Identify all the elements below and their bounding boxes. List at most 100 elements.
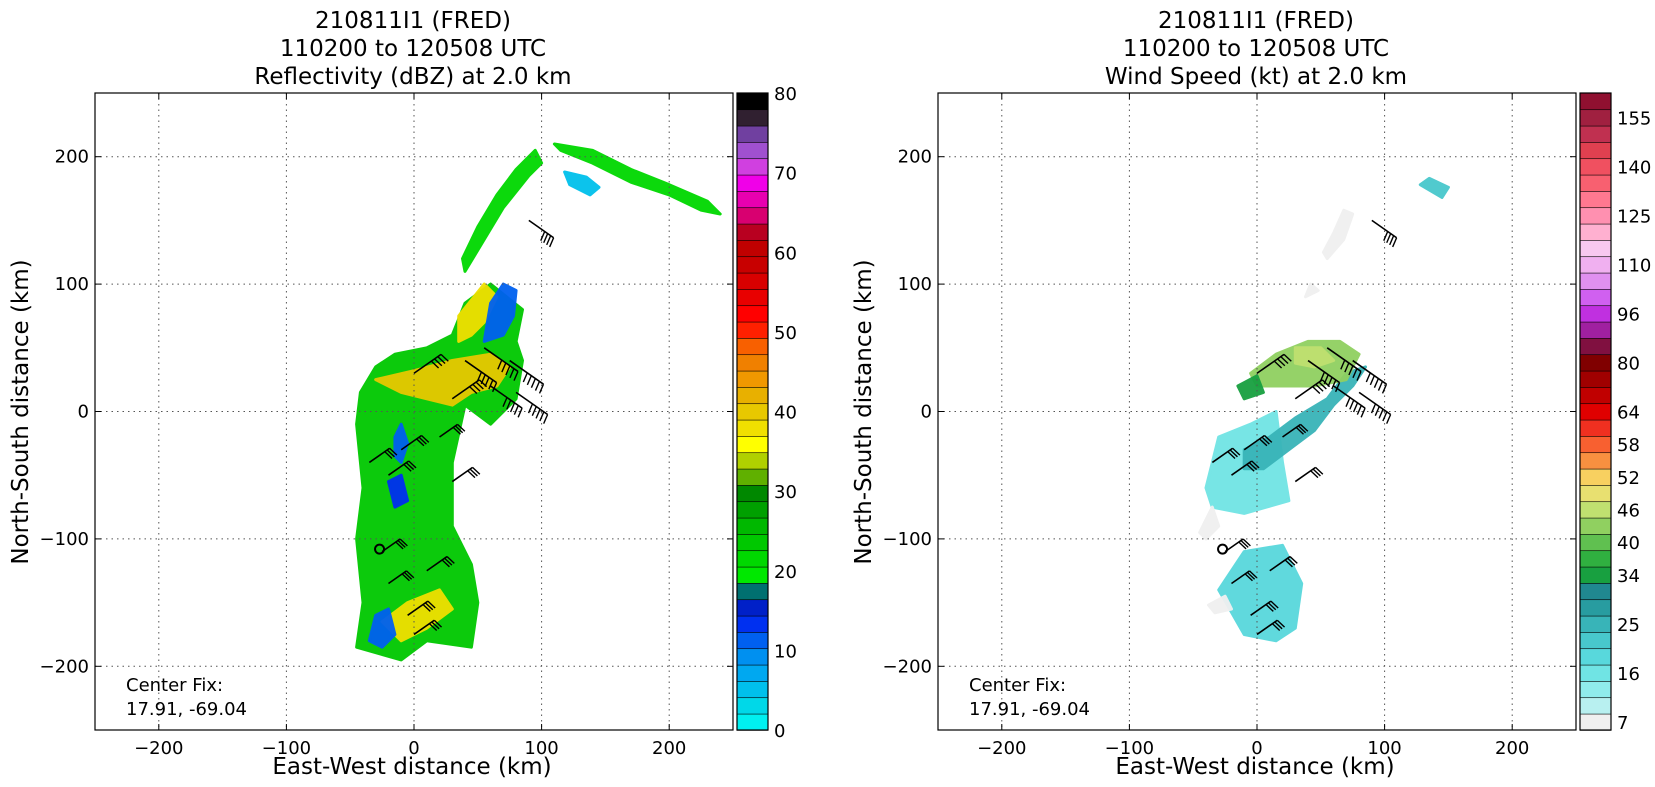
colorbar-segment: [1579, 452, 1612, 470]
x-tick-label: −100: [1105, 738, 1154, 759]
wind-barb-flag: [1348, 365, 1354, 376]
colorbar-tick-label: 46: [1617, 501, 1640, 522]
colorbar-segment: [1579, 272, 1612, 290]
echo-region: [563, 170, 601, 197]
colorbar-tick-label: 70: [774, 164, 797, 185]
wind-barb-flag: [484, 377, 490, 387]
wind-barb-flag: [434, 358, 443, 367]
wind-barb-flag: [469, 386, 478, 395]
wind-barb-flag: [1261, 436, 1270, 445]
wind-barb: [1333, 385, 1366, 409]
wind-barb-flag: [1352, 402, 1359, 413]
colorbar-segment: [1579, 713, 1612, 731]
wind-barb-flag: [1315, 383, 1324, 392]
wind-barb-flag: [403, 571, 413, 580]
wind-barb-flag: [1356, 405, 1362, 415]
wind-barb-flag: [497, 359, 503, 370]
wind-barb-flag: [1246, 463, 1255, 472]
colorbar-segment: [1579, 125, 1612, 143]
colorbar-segment: [736, 305, 769, 323]
wind-speed-panel: 210811I1 (FRED) 110200 to 120508 UTC Win…: [851, 8, 1651, 780]
colorbar-tick-label: 96: [1617, 305, 1640, 326]
echo-region: [1207, 594, 1233, 615]
wind-barb-flag: [1382, 411, 1388, 422]
colorbar-segment: [1579, 256, 1612, 274]
wind-barb-flag: [1377, 381, 1384, 391]
panel-title-line-1: 210811I1 (FRED): [315, 8, 511, 34]
colorbar-segment: [1579, 386, 1612, 405]
wind-barb-flag: [1238, 541, 1247, 550]
wind-barb: [1269, 555, 1291, 572]
x-tick-label: −100: [262, 738, 311, 759]
wind-barb-flag: [1360, 407, 1366, 418]
wind-barb-flag: [1242, 538, 1251, 547]
colorbar-tick-label: 0: [774, 721, 785, 742]
wind-barb-flag: [1392, 237, 1398, 248]
colorbar-segment: [1579, 550, 1612, 568]
wind-barb: [509, 359, 544, 385]
wind-barb-flag: [1267, 602, 1277, 611]
wind-barb-flag: [1319, 371, 1326, 382]
wind-barb-flag: [543, 233, 549, 244]
wind-barb-flag: [549, 237, 555, 248]
wind-barb-flag: [1374, 406, 1380, 416]
colorbar-segment: [736, 697, 769, 715]
center-fix-marker: [374, 543, 386, 555]
echo-region: [367, 607, 397, 649]
wind-barb-flag: [1259, 438, 1268, 447]
colorbar-segment: [736, 272, 769, 290]
wind-barb: [1231, 460, 1253, 476]
wind-barb: [1256, 353, 1285, 374]
colorbar-segment: [736, 550, 769, 568]
wind-barb: [1282, 423, 1302, 438]
colorbar-segment: [736, 158, 769, 176]
y-tick-label: 0: [921, 402, 932, 423]
wind-barb-flag: [540, 231, 546, 241]
echo-region: [1242, 365, 1367, 471]
colorbar-segment: [1579, 223, 1612, 241]
wind-barb-flag: [446, 556, 455, 564]
wind-barb: [388, 570, 407, 585]
wind-barb: [381, 538, 401, 553]
colorbar-segment: [1579, 403, 1612, 421]
wind-barb-flag: [1334, 382, 1341, 393]
colorbar-tick-label: 50: [774, 323, 797, 344]
wind-barb-flag: [1318, 381, 1327, 390]
colorbar-segment: [736, 615, 769, 633]
wind-barb-flag: [1273, 360, 1283, 369]
wind-barb-flag: [526, 375, 532, 386]
wind-barb-flag: [399, 538, 408, 547]
colorbar-segment: [1579, 141, 1612, 160]
colorbar-segment: [1579, 468, 1612, 486]
colorbar-segment: [1579, 501, 1612, 519]
wind-barb: [368, 447, 391, 464]
x-tick-label: 100: [1367, 738, 1401, 759]
wind-barb-flag: [427, 600, 436, 609]
echo-region: [380, 588, 454, 643]
wind-barb-flag: [506, 399, 512, 410]
center-fix-coordinates: 17.91, -69.04: [126, 699, 247, 720]
wind-barb-flag: [437, 356, 446, 364]
wind-barb-flag: [386, 449, 395, 458]
wind-barb-flag: [1265, 604, 1274, 612]
center-fix-coordinates: 17.91, -69.04: [969, 699, 1090, 720]
wind-barb-flag: [472, 466, 481, 475]
echo-region: [1217, 543, 1304, 643]
colorbar-segment: [736, 599, 769, 617]
wind-barb-flag: [1297, 425, 1307, 434]
colorbar-segment: [736, 141, 769, 160]
center-fix-marker: [1217, 543, 1229, 555]
colorbar-tick-label: 40: [774, 403, 797, 424]
wind-barb-flag: [428, 623, 438, 632]
wind-barb: [464, 359, 498, 384]
wind-barb-flag: [454, 425, 464, 434]
wind-barb: [439, 423, 459, 438]
wind-barb-flag: [1287, 557, 1296, 566]
colorbar-segment: [1579, 697, 1612, 715]
echo-region: [461, 148, 544, 273]
echo-region: [1236, 374, 1265, 401]
y-axis-label: North-South distance (km): [8, 259, 34, 564]
wind-barb-flag: [531, 406, 537, 416]
wind-barb-flag: [1331, 379, 1337, 390]
wind-barb-flag: [527, 403, 534, 414]
